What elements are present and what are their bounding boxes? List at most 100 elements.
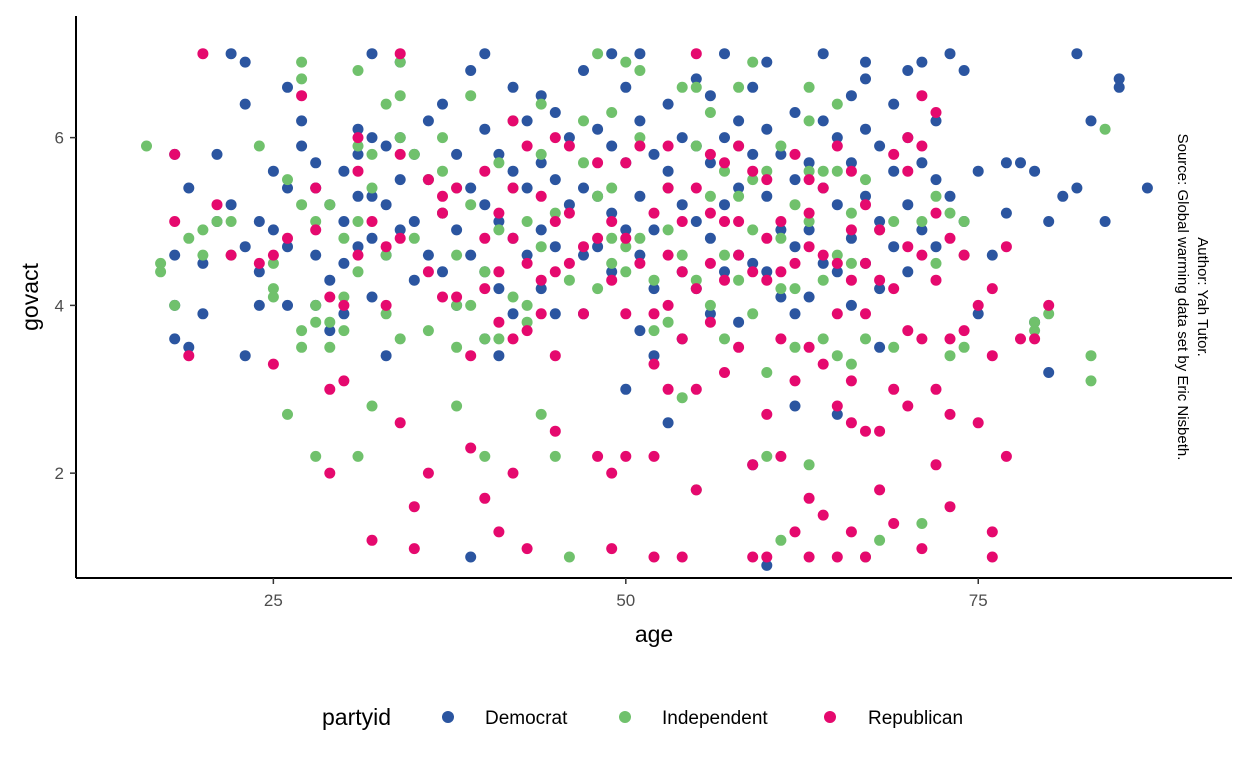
point-democrat xyxy=(1113,81,1125,93)
point-democrat xyxy=(535,283,547,295)
point-democrat xyxy=(493,283,505,295)
point-republican xyxy=(549,266,561,278)
point-republican xyxy=(225,249,237,261)
point-republican xyxy=(733,140,745,152)
point-independent xyxy=(352,65,364,76)
point-republican xyxy=(507,232,519,244)
point-independent xyxy=(535,148,547,160)
point-republican xyxy=(592,232,604,244)
point-independent xyxy=(592,190,604,202)
point-democrat xyxy=(662,98,674,110)
point-democrat xyxy=(493,148,505,160)
point-democrat xyxy=(944,48,956,60)
point-independent xyxy=(620,56,632,68)
point-democrat xyxy=(803,291,815,303)
point-republican xyxy=(902,241,914,253)
point-independent xyxy=(493,224,505,236)
point-republican xyxy=(803,241,815,253)
point-independent xyxy=(267,283,279,295)
point-republican xyxy=(535,190,547,202)
point-democrat xyxy=(860,123,871,135)
point-democrat xyxy=(352,148,364,160)
point-republican xyxy=(803,207,815,219)
point-republican xyxy=(634,257,646,269)
point-democrat xyxy=(282,299,293,311)
chart-caption: Source: Global warming data set by Eric … xyxy=(1174,134,1211,461)
point-republican xyxy=(874,224,886,236)
points-layer xyxy=(141,48,1153,571)
point-democrat xyxy=(690,216,702,227)
point-republican xyxy=(366,216,378,227)
point-democrat xyxy=(338,165,350,177)
point-democrat xyxy=(817,115,829,127)
point-republican xyxy=(874,425,886,437)
point-republican xyxy=(761,274,773,286)
point-republican xyxy=(352,249,364,261)
point-democrat xyxy=(874,216,886,227)
point-republican xyxy=(465,442,477,454)
point-republican xyxy=(747,459,759,471)
point-independent xyxy=(606,232,618,244)
point-republican xyxy=(789,526,801,538)
point-independent xyxy=(197,249,209,261)
point-democrat xyxy=(775,224,787,236)
point-republican xyxy=(352,165,364,177)
point-republican xyxy=(775,266,787,278)
point-independent xyxy=(197,224,209,236)
point-independent xyxy=(366,182,378,194)
point-republican xyxy=(535,274,547,286)
point-democrat xyxy=(845,90,857,102)
point-independent xyxy=(310,450,322,462)
point-democrat xyxy=(169,249,181,261)
point-independent xyxy=(493,333,505,345)
point-democrat xyxy=(521,182,533,194)
point-independent xyxy=(465,299,477,311)
point-democrat xyxy=(606,207,618,219)
point-democrat xyxy=(521,249,533,261)
point-republican xyxy=(916,333,928,345)
point-republican xyxy=(817,358,829,370)
point-independent xyxy=(141,140,152,152)
point-democrat xyxy=(845,157,857,169)
point-republican xyxy=(253,257,265,269)
point-independent xyxy=(253,140,265,152)
point-republican xyxy=(845,274,857,286)
point-democrat xyxy=(479,199,491,211)
point-democrat xyxy=(733,316,745,328)
point-democrat xyxy=(1071,48,1083,60)
point-democrat xyxy=(986,249,998,261)
point-independent xyxy=(267,257,279,269)
point-democrat xyxy=(648,148,660,160)
point-independent xyxy=(380,98,392,110)
point-republican xyxy=(704,148,716,160)
point-democrat xyxy=(366,232,378,244)
point-republican xyxy=(747,551,759,563)
point-independent xyxy=(296,73,308,85)
point-democrat xyxy=(380,199,392,211)
point-democrat xyxy=(366,190,378,202)
point-republican xyxy=(944,333,956,345)
point-independent xyxy=(634,132,646,144)
point-democrat xyxy=(479,48,491,60)
point-republican xyxy=(789,257,801,269)
point-independent xyxy=(1029,325,1041,337)
legend-label-republican: Republican xyxy=(868,708,963,729)
point-independent xyxy=(282,174,293,186)
point-democrat xyxy=(874,140,886,152)
point-republican xyxy=(775,450,787,462)
point-republican xyxy=(888,148,900,160)
point-democrat xyxy=(690,73,702,85)
point-republican xyxy=(916,249,928,261)
point-democrat xyxy=(831,132,843,144)
point-democrat xyxy=(916,224,928,236)
point-democrat xyxy=(549,241,561,253)
point-republican xyxy=(888,383,900,395)
point-independent xyxy=(789,199,801,211)
point-democrat xyxy=(338,216,350,227)
point-democrat xyxy=(874,283,886,295)
point-democrat xyxy=(183,182,195,194)
point-independent xyxy=(521,299,533,311)
point-republican xyxy=(310,224,322,236)
point-independent xyxy=(451,299,463,311)
